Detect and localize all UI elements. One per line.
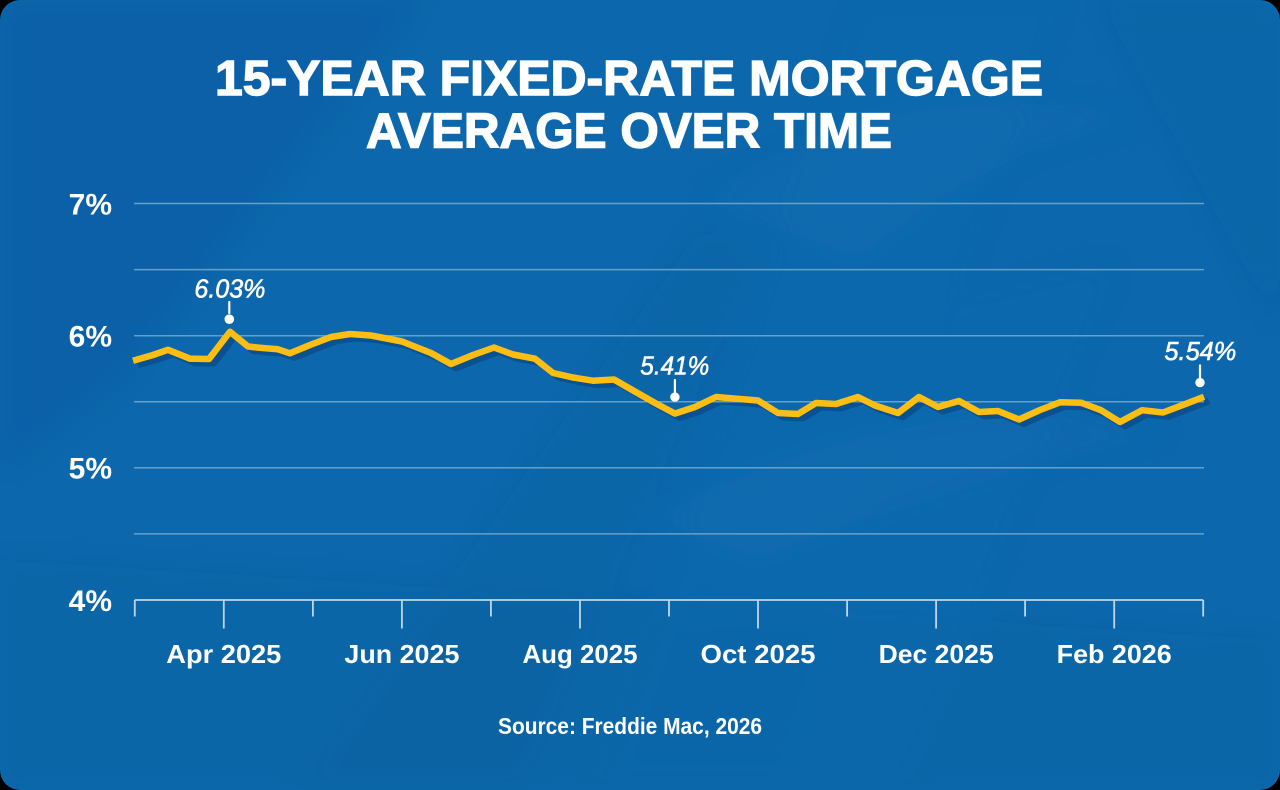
svg-text:Oct 2025: Oct 2025	[701, 639, 816, 669]
svg-text:7%: 7%	[69, 188, 112, 221]
svg-text:5%: 5%	[69, 453, 112, 486]
svg-text:6.03%: 6.03%	[194, 274, 265, 304]
svg-text:Jun 2025: Jun 2025	[344, 639, 459, 669]
svg-text:Apr 2025: Apr 2025	[166, 639, 281, 669]
svg-text:5.54%: 5.54%	[1164, 336, 1236, 366]
svg-text:Feb 2026: Feb 2026	[1057, 639, 1172, 669]
svg-text:6%: 6%	[69, 321, 112, 354]
svg-text:Aug 2025: Aug 2025	[523, 639, 638, 669]
svg-text:5.41%: 5.41%	[640, 350, 709, 380]
svg-text:15-YEAR FIXED-RATE MORTGAGE: 15-YEAR FIXED-RATE MORTGAGE	[215, 52, 1043, 106]
svg-text:Source: Freddie Mac, 2026: Source: Freddie Mac, 2026	[498, 713, 762, 739]
svg-text:Dec 2025: Dec 2025	[879, 639, 994, 669]
svg-text:4%: 4%	[69, 585, 112, 618]
svg-text:AVERAGE OVER TIME: AVERAGE OVER TIME	[366, 105, 892, 159]
